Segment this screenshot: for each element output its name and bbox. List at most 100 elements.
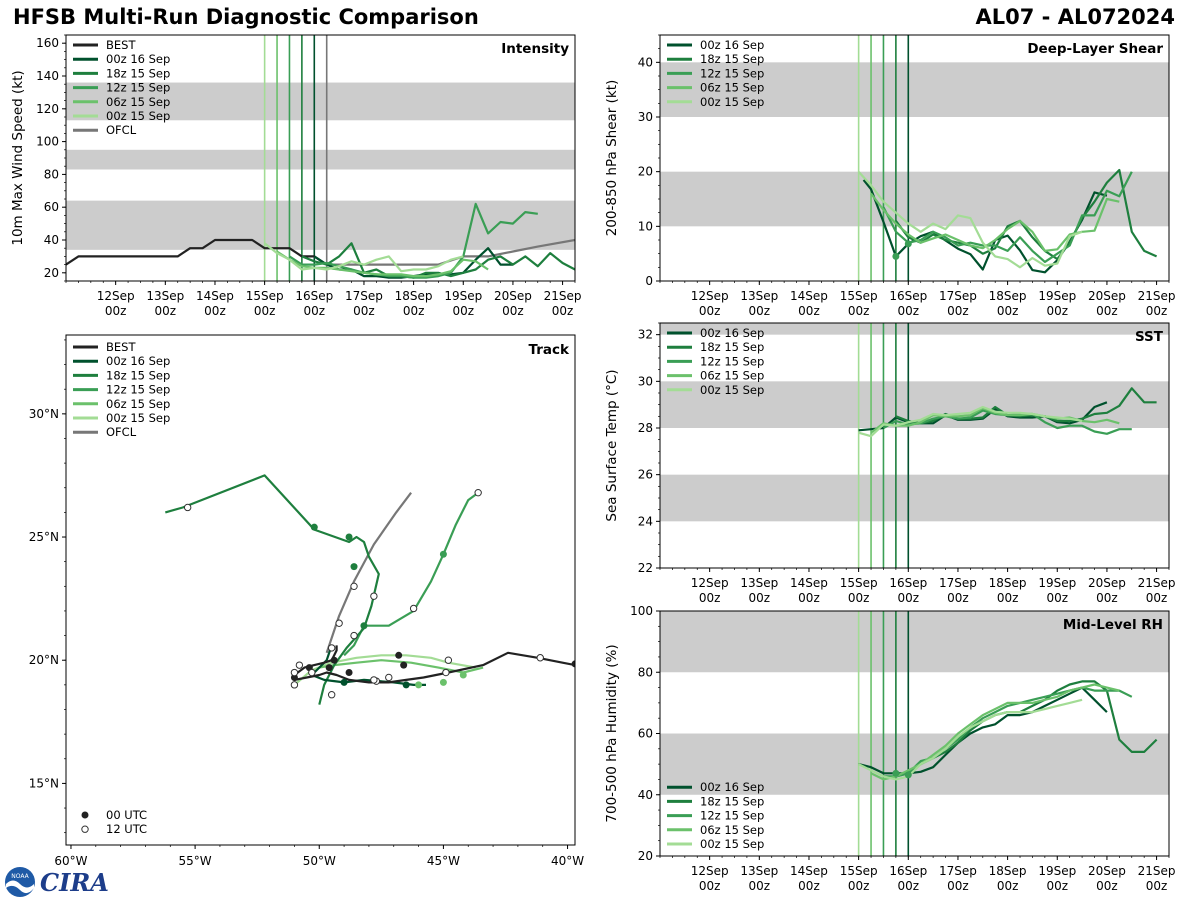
- shear-xtick-label: 00z: [749, 304, 771, 318]
- shear-xtick-label: 00z: [898, 304, 920, 318]
- shear-ytick-label: 10: [638, 219, 653, 233]
- rh-legend-label: 00z 16 Sep: [700, 780, 764, 794]
- track-point-00utc: [400, 661, 408, 669]
- sst-xtick-label: 00z: [798, 591, 820, 605]
- shear-chart: 01020304012Sep00z13Sep00z14Sep00z15Sep00…: [604, 34, 1176, 318]
- intensity-xtick-label: 17Sep: [345, 289, 383, 303]
- sst-xtick-label: 00z: [699, 591, 721, 605]
- rh-series-06z-15-sep: [870, 683, 1120, 781]
- shear-xtick-label: 20Sep: [1088, 289, 1126, 303]
- shear-xtick-label: 00z: [1046, 304, 1068, 318]
- track-point-00utc: [439, 678, 447, 686]
- track-chart: 60°W 55°W 50°W 45°W 40°W 15°N 20°N 25°N 30°N Trac…: [29, 334, 584, 868]
- rh-ylabel: 700-500 hPa Humidity (%): [604, 644, 620, 822]
- rh-ytick-label: 40: [638, 788, 653, 802]
- intensity-ytick-label: 140: [36, 69, 59, 83]
- shear-legend-label: 18z 15 Sep: [700, 52, 764, 66]
- intensity-xtick-label: 14Sep: [196, 289, 234, 303]
- sst-xtick-label: 00z: [749, 591, 771, 605]
- sst-xtick-label: 12Sep: [691, 576, 729, 590]
- track-point-00utc: [360, 622, 368, 630]
- intensity-xtick-label: 00z: [155, 304, 177, 318]
- track-ytick-label: 30°N: [29, 407, 59, 421]
- rh-panel-title: Mid-Level RH: [1063, 617, 1163, 633]
- shear-legend-label: 06z 15 Sep: [700, 81, 764, 95]
- track-ofcl: [325, 492, 412, 654]
- sst-legend-label: 00z 15 Sep: [700, 383, 764, 397]
- intensity-xtick-label: 00z: [254, 304, 276, 318]
- intensity-ytick-label: 120: [36, 102, 59, 116]
- shear-ylabel: 200-850 hPa Shear (kt): [604, 80, 620, 237]
- track-point-12utc: [183, 503, 192, 512]
- rh-legend-label: 12z 15 Sep: [700, 809, 764, 823]
- track-point-12utc: [370, 676, 378, 684]
- sst-xtick-label: 19Sep: [1038, 576, 1076, 590]
- track-point-12utc: [444, 656, 453, 664]
- rh-xtick-label: 00z: [898, 879, 920, 893]
- sst-legend-label: 06z 15 Sep: [700, 369, 764, 383]
- shear-plot-area: [660, 35, 1169, 281]
- rh-xtick-label: 00z: [798, 879, 820, 893]
- sst-xtick-label: 00z: [947, 591, 969, 605]
- intensity-series-12z-15-sep: [288, 202, 538, 279]
- intensity-legend-label: BEST: [106, 38, 136, 52]
- rh-xtick-label: 00z: [947, 879, 969, 893]
- shear-ytick-label: 20: [638, 165, 653, 179]
- intensity-series-18z-15-sep: [301, 242, 575, 279]
- track-point-12utc: [350, 582, 358, 591]
- rh-xtick-label: 00z: [1046, 879, 1068, 893]
- track-point-00utc: [340, 678, 348, 686]
- shear-xtick-label: 00z: [1096, 304, 1118, 318]
- intensity-xtick-label: 13Sep: [146, 289, 184, 303]
- sst-panel-title: SST: [1135, 329, 1164, 345]
- track-legend-label: 00z 16 Sep: [106, 354, 170, 368]
- track-plot-area: [165, 474, 575, 705]
- track-point-12utc: [327, 691, 336, 699]
- shear-series-00z-15-sep: [857, 170, 1083, 269]
- intensity-ytick-label: 60: [44, 200, 59, 214]
- intensity-xtick-label: 00z: [353, 304, 375, 318]
- track-point-12utc: [409, 604, 418, 613]
- intensity-legend-label: 06z 15 Sep: [106, 95, 170, 109]
- shear-legend-label: 12z 15 Sep: [700, 66, 764, 80]
- rh-xtick-label: 13Sep: [740, 864, 778, 878]
- shear-ytick-label: 0: [645, 274, 653, 288]
- track-point-12utc: [385, 673, 393, 682]
- track-18z-15-sep: [165, 474, 380, 705]
- rh-xtick-label: 21Sep: [1138, 864, 1176, 878]
- track-point-00utc: [350, 563, 358, 571]
- intensity-legend-label: 18z 15 Sep: [106, 66, 170, 80]
- track-legend-label: 06z 15 Sep: [106, 397, 170, 411]
- intensity-xtick-label: 20Sep: [494, 289, 532, 303]
- sst-legend-label: 18z 15 Sep: [700, 340, 764, 354]
- rh-xtick-label: 00z: [699, 879, 721, 893]
- intensity-band-1: [66, 149, 575, 170]
- sst-band-0: [660, 474, 1169, 522]
- intensity-series-best: [66, 238, 328, 266]
- intensity-ytick-label: 100: [36, 135, 59, 149]
- intensity-legend-label: 00z 16 Sep: [106, 52, 170, 66]
- track-point-00utc: [345, 533, 353, 541]
- sst-series-00z-15-sep: [858, 405, 1083, 438]
- rh-ytick-label: 80: [638, 665, 653, 679]
- track-point-12utc: [536, 654, 544, 662]
- rh-ytick-label: 20: [638, 849, 653, 863]
- intensity-xtick-label: 16Sep: [295, 289, 333, 303]
- track-12z-15-sep: [343, 491, 479, 657]
- intensity-band-2: [66, 82, 575, 121]
- sst-xtick-label: 18Sep: [989, 576, 1027, 590]
- shear-xtick-label: 17Sep: [939, 289, 977, 303]
- track-point-00utc: [439, 550, 447, 558]
- track-legend-label: 12z 15 Sep: [106, 383, 170, 397]
- track-point-12utc: [335, 619, 343, 627]
- shear-xtick-label: 00z: [699, 304, 721, 318]
- sst-frame: [659, 322, 1170, 569]
- shear-xtick-label: 13Sep: [740, 289, 778, 303]
- intensity-chart: 2040608010012014016012Sep00z13Sep00z14Se…: [10, 34, 582, 318]
- intensity-panel-title: Intensity: [501, 41, 569, 57]
- track-ytick-label: 20°N: [29, 653, 59, 667]
- rh-xtick-label: 00z: [1096, 879, 1118, 893]
- shear-best-point: [904, 240, 912, 248]
- sst-xtick-label: 20Sep: [1088, 576, 1126, 590]
